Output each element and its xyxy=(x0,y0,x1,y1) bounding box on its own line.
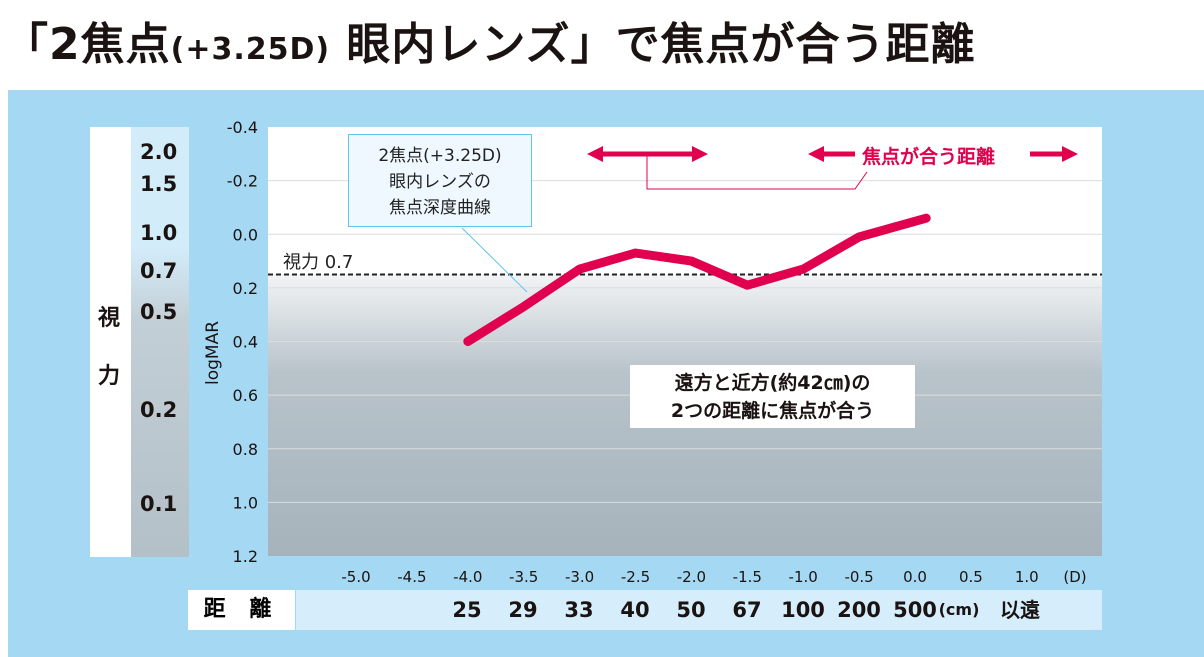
x-tick-label: -2.5 xyxy=(621,568,650,586)
distance-unit: (cm) xyxy=(938,600,980,619)
x-tick-label: -1.0 xyxy=(789,568,818,586)
vision-scale-column xyxy=(131,127,189,557)
vision-value: 1.5 xyxy=(140,172,178,196)
threshold-label: 視力 0.7 xyxy=(283,252,354,273)
vision-label-1: 視 xyxy=(98,306,121,331)
vision-value: 0.1 xyxy=(140,492,178,516)
distance-value: 67 xyxy=(732,598,762,622)
distance-value: 100 xyxy=(781,598,825,622)
y-tick-label: -0.4 xyxy=(227,118,258,137)
x-tick-label: -0.5 xyxy=(844,568,873,586)
vision-label-2: 力 xyxy=(98,364,121,389)
distance-value: 50 xyxy=(676,598,706,622)
far-focus-arrow-left-head-left xyxy=(808,146,824,162)
y-tick-label: -0.2 xyxy=(227,172,258,191)
distance-value: 200 xyxy=(837,598,881,622)
far-focus-arrow-right-head-right xyxy=(1062,146,1078,162)
vision-value: 0.2 xyxy=(140,398,178,422)
vision-value: 0.7 xyxy=(140,259,178,283)
distance-value: 25 xyxy=(452,598,482,622)
distance-beyond: 以遠 xyxy=(1000,598,1040,622)
distance-row-label: 距 離 xyxy=(188,590,295,630)
x-tick-label: 0.5 xyxy=(959,568,983,586)
y-tick-label: 1.2 xyxy=(233,547,258,566)
x-tick-label: -1.5 xyxy=(733,568,762,586)
vision-value: 1.0 xyxy=(140,221,178,245)
x-tick-label: 0.0 xyxy=(903,568,927,586)
x-tick-label: -3.5 xyxy=(509,568,538,586)
y-tick-label: 0.4 xyxy=(233,333,258,352)
y-tick-label: 1.0 xyxy=(233,493,258,512)
near-focus-arrow-head-right xyxy=(692,146,708,162)
distance-value: 40 xyxy=(620,598,650,622)
y-tick-label: 0.0 xyxy=(233,225,258,244)
distance-row xyxy=(296,590,1102,630)
summary-note: 遠方と近方(約42㎝)の 2つの距離に焦点が合う xyxy=(630,365,915,428)
y-tick-label: 0.2 xyxy=(233,279,258,298)
x-tick-label: 1.0 xyxy=(1015,568,1039,586)
vision-value: 2.0 xyxy=(140,140,178,164)
distance-value: 29 xyxy=(508,598,538,622)
curve-annotation-box: 2焦点(+3.25D) 眼内レンズの 焦点深度曲線 xyxy=(348,134,532,227)
x-axis-unit: (D) xyxy=(1063,568,1086,586)
distance-value: 33 xyxy=(564,598,594,622)
vision-label-column xyxy=(90,127,131,557)
x-tick-label: -4.0 xyxy=(453,568,482,586)
y-tick-label: 0.8 xyxy=(233,440,258,459)
focus-distance-label: 焦点が合う距離 xyxy=(862,146,996,168)
y-tick-label: 0.6 xyxy=(233,386,258,405)
annotation-leader xyxy=(461,227,528,293)
vision-value: 0.5 xyxy=(140,300,178,324)
x-tick-label: -3.0 xyxy=(565,568,594,586)
x-tick-label: -2.0 xyxy=(677,568,706,586)
page-title: 「2焦点(+3.25D) 眼内レンズ」で焦点が合う距離 xyxy=(4,19,976,70)
near-focus-arrow-head-left xyxy=(587,146,603,162)
x-tick-label: -4.5 xyxy=(397,568,426,586)
distance-value: 500 xyxy=(893,598,937,622)
focus-bracket-connector xyxy=(646,154,868,190)
y-axis-label: logMAR xyxy=(203,321,223,385)
x-tick-label: -5.0 xyxy=(341,568,370,586)
